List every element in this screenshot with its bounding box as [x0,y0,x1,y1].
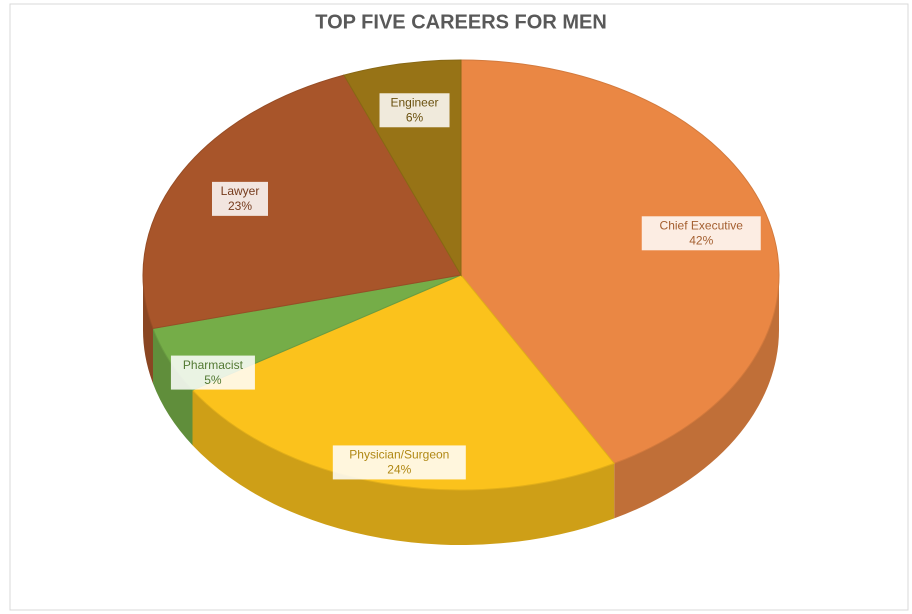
data-label-name: Pharmacist [183,358,244,372]
slice [142,74,462,384]
slice-top [191,274,616,491]
slice-side [192,390,615,545]
slice-top [460,59,780,464]
label-box [211,181,268,216]
data-label-value: 5% [204,373,222,387]
data-label-name: Physician/Surgeon [349,448,449,462]
data-label-value: 42% [689,233,713,247]
label-box [332,445,466,480]
data-label-value: 6% [406,110,424,124]
label-box [379,93,450,128]
slice [460,59,780,519]
slice-top [142,74,462,330]
chart-title: TOP FIVE CAREERS FOR MEN [315,11,607,33]
label-box [170,355,255,390]
slice [191,274,616,545]
slice-side [614,275,779,519]
data-label-name: Lawyer [221,184,260,198]
label-box [641,216,761,251]
data-label-value: 24% [387,463,411,477]
data-label-name: Engineer [390,95,438,109]
data-label-name: Chief Executive [660,218,744,232]
data-label-value: 23% [228,199,252,213]
